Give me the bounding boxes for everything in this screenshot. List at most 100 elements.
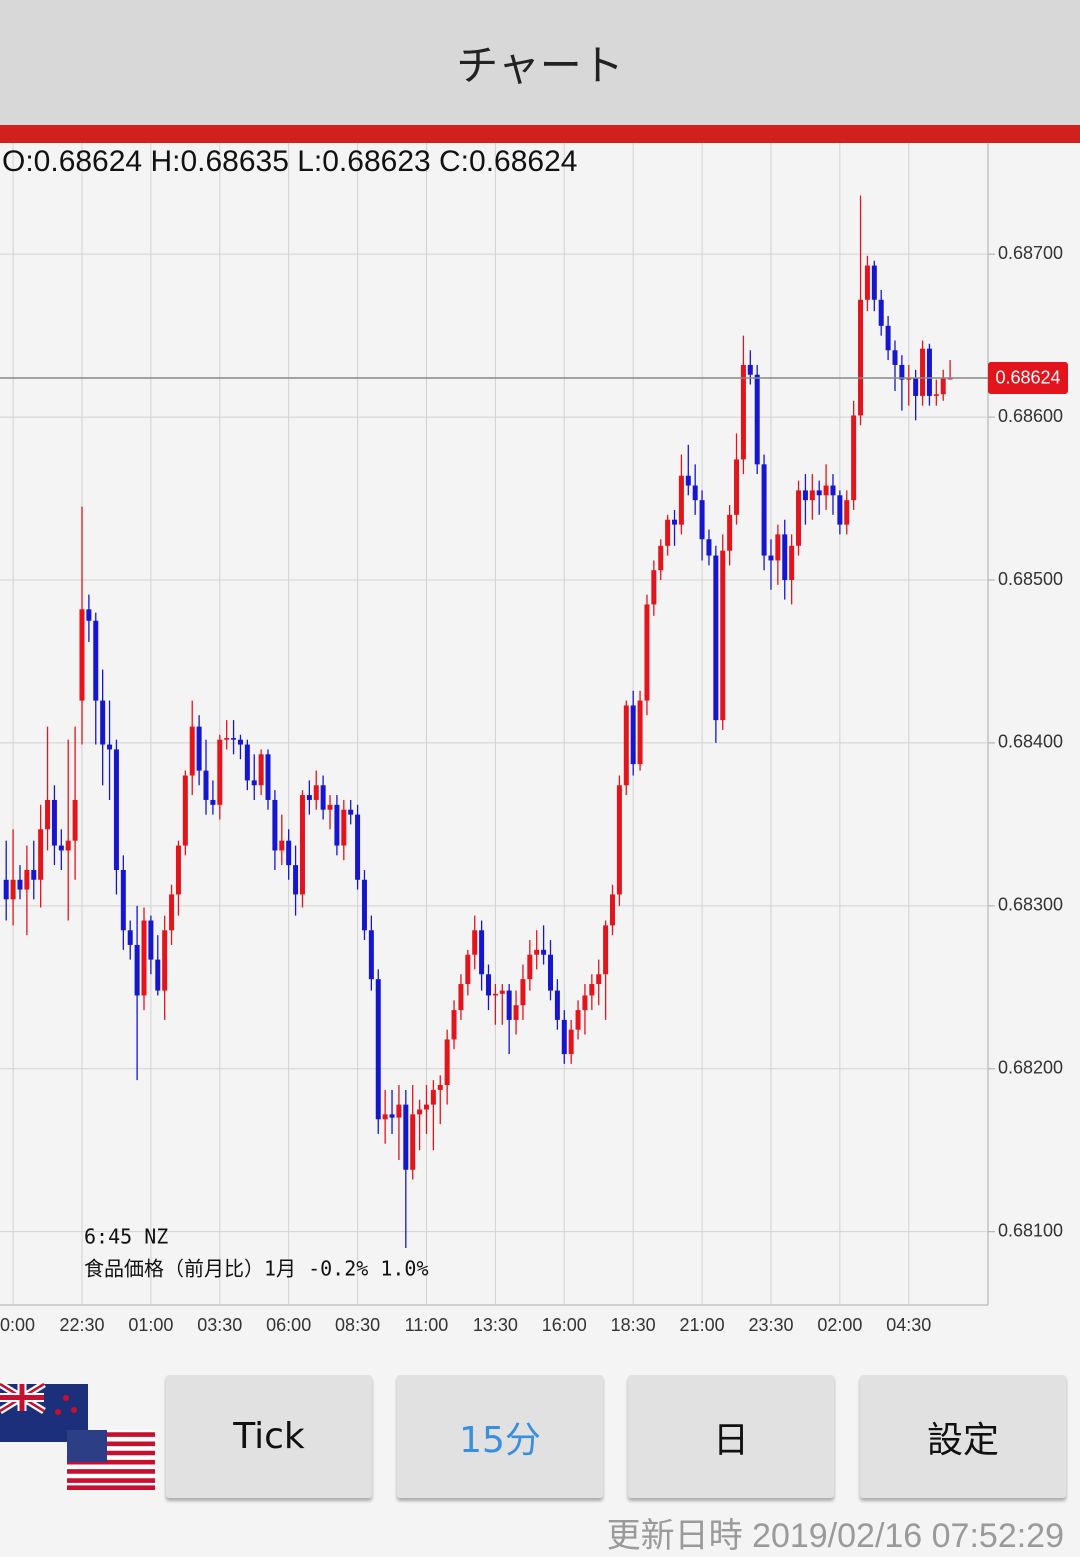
x-tick-label: 21:00 [680,1315,725,1335]
candle-body [837,495,843,525]
candle-body [65,840,71,851]
candle-body [830,485,836,496]
y-tick-label: 0.68200 [998,1058,1063,1078]
candle-body [920,348,926,396]
candle-body [113,749,119,870]
header: チャート [0,0,1080,125]
candle-body [754,374,760,465]
candle-body [24,870,30,890]
candle-body [534,949,540,955]
candle-body [851,415,857,501]
candle-body [169,894,175,931]
y-tick-label: 0.68100 [998,1220,1063,1240]
candle-body [231,738,237,740]
candle-body [706,539,712,556]
candle-body [155,959,161,991]
candle-body [417,1109,423,1115]
candle-body [189,726,195,776]
y-tick-label: 0.68500 [998,569,1063,589]
candle-body [120,870,126,931]
candle-body [651,570,657,605]
candle-body [348,809,354,815]
candle-body [72,799,78,841]
toolbar-button[interactable]: 日 [628,1375,834,1498]
candle-body [816,490,822,496]
candle-body [375,979,381,1120]
chart: O:0.68624 H:0.68635 L:0.68623 C:0.68624 … [0,143,1080,1345]
candle-body [299,795,305,895]
x-tick-label: 08:30 [335,1315,380,1335]
candle-body [148,920,154,960]
candle-body [265,754,271,800]
accent-bar [0,125,1080,143]
candle-body [561,1019,567,1055]
candle-body [175,845,181,895]
x-tick-label: 16:00 [542,1315,587,1335]
candle-body [272,799,278,851]
candle-body [361,879,367,931]
candle-body [38,829,44,880]
candle-body [747,364,753,375]
candle-body [761,464,767,556]
candle-body [796,490,802,546]
candle-body [630,705,636,765]
candle-body [430,1089,436,1105]
header-title: チャート [456,41,624,90]
x-tick-label: 23:30 [748,1315,793,1335]
currency-flags [0,1381,155,1490]
candle-body [672,519,678,525]
candle-body [713,555,719,721]
candle-body [858,299,864,416]
candle-body [520,979,526,1006]
toolbar-button[interactable]: 15分 [397,1375,603,1498]
event-annotation: 6:45 NZ [84,1225,168,1249]
candle-body [86,609,92,621]
candle-body [692,485,698,501]
candle-body [45,799,51,830]
candle-body [293,865,299,895]
candle-body [947,377,953,380]
y-tick-label: 0.68400 [998,732,1063,752]
x-tick-label: 0:00 [0,1315,35,1335]
candle-body [823,485,829,496]
toolbar-button[interactable]: Tick [166,1375,372,1498]
candle-body [451,1010,457,1040]
candle-body [844,500,850,525]
candle-body [644,604,650,701]
candle-body [554,990,560,1020]
candle-body [100,700,106,745]
candle-body [203,770,209,800]
candle-body [871,265,877,300]
y-tick-label: 0.68300 [998,895,1063,915]
candle-body [286,840,292,866]
candle-body [251,780,257,786]
candle-body [382,1114,388,1120]
candle-body [306,795,312,800]
candle-body [141,920,147,996]
candle-body [933,394,939,396]
candle-body [355,814,361,880]
x-tick-label: 02:00 [817,1315,862,1335]
candle-body [775,534,781,561]
candle-body [582,995,588,1011]
candle-body [789,545,795,580]
candle-body [3,879,9,900]
candle-body [79,609,85,701]
candle-body [10,879,16,900]
candle-body [913,377,919,396]
event-annotation: 食品価格（前月比）1月 -0.2% 1.0% [84,1257,429,1281]
candle-body [127,930,133,945]
candle-body [396,1104,402,1118]
candle-body [541,949,547,955]
candle-body [589,984,595,996]
candle-body [458,984,464,1011]
x-tick-label: 18:30 [611,1315,656,1335]
last-price-label: 0.68624 [995,368,1060,388]
candle-body [678,475,684,525]
toolbar-button[interactable]: 設定 [860,1375,1066,1498]
candle-body [665,519,671,546]
candle-body [610,894,616,926]
candle-body [926,348,932,396]
candle-body [485,974,491,996]
candle-body [658,545,664,571]
